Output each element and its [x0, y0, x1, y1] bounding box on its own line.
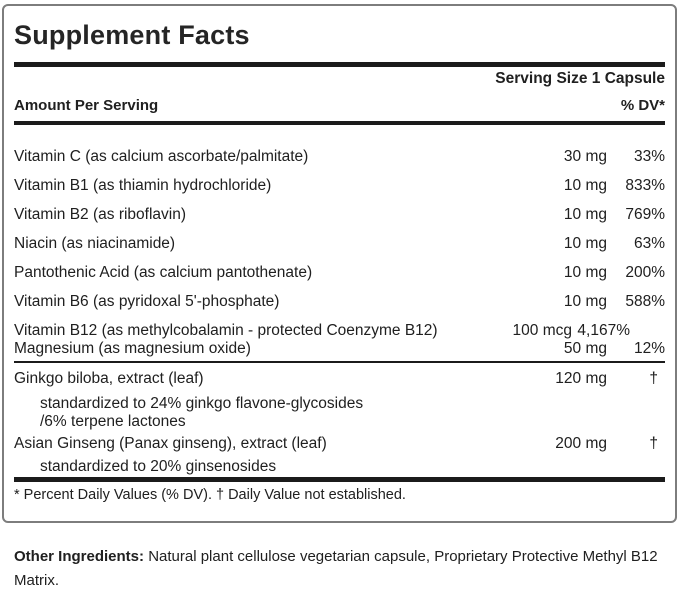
table-row: Ginkgo biloba, extract (leaf) 120 mg †	[14, 370, 665, 388]
botanical-name: Ginkgo biloba, extract (leaf)	[14, 370, 204, 387]
nutrient-name: Vitamin B2 (as riboflavin)	[14, 206, 187, 223]
supplement-label-image: { "label": { "title": "Supplement Facts"…	[2, 4, 677, 589]
table-row: Vitamin B1 (as thiamin hydrochloride) 10…	[14, 177, 665, 195]
botanical-amount: 200 mg	[555, 435, 607, 452]
botanical-amount: 120 mg	[555, 370, 607, 387]
nutrient-name: Niacin (as niacinamide)	[14, 235, 176, 252]
dagger-symbol: †	[649, 435, 658, 452]
nutrient-dv: 200%	[625, 264, 665, 281]
nutrient-dv: 588%	[625, 293, 665, 310]
nutrient-name: Magnesium (as magnesium oxide)	[14, 340, 251, 357]
divider-thick-bottom	[14, 477, 665, 482]
nutrient-amount: 10 mg	[563, 264, 607, 281]
nutrient-dv: 769%	[625, 206, 665, 223]
nutrient-dv: 33%	[633, 148, 665, 165]
daily-value-footnote: * Percent Daily Values (% DV). † Daily V…	[14, 487, 406, 503]
table-row: Vitamin B2 (as riboflavin) 10 mg 769%	[14, 206, 665, 224]
nutrient-name: Vitamin C (as calcium ascorbate/palmitat…	[14, 148, 309, 165]
other-ingredients: Other Ingredients: Natural plant cellulo…	[14, 545, 666, 593]
nutrient-amount: 30 mg	[563, 148, 607, 165]
standardization-note: standardized to 24% ginkgo flavone-glyco…	[40, 395, 364, 412]
nutrient-name: Pantothenic Acid (as calcium pantothenat…	[14, 264, 313, 281]
table-row: Vitamin B6 (as pyridoxal 5'-phosphate) 1…	[14, 293, 665, 311]
divider-thick-top	[14, 62, 665, 67]
nutrient-name: Vitamin B6 (as pyridoxal 5'-phosphate)	[14, 293, 280, 310]
table-row: Vitamin B12 (as methylcobalamin - protec…	[14, 322, 665, 340]
dagger-symbol: †	[649, 370, 658, 387]
nutrient-amount: 50 mg	[563, 340, 607, 357]
nutrient-name: Vitamin B12 (as methylcobalamin - protec…	[14, 322, 438, 339]
standardization-note: /6% terpene lactones	[40, 413, 186, 430]
other-ingredients-label: Other Ingredients:	[14, 548, 145, 565]
botanical-rows: Ginkgo biloba, extract (leaf) 120 mg † s…	[14, 370, 665, 475]
nutrient-name: Vitamin B1 (as thiamin hydrochloride)	[14, 177, 272, 194]
table-row: Pantothenic Acid (as calcium pantothenat…	[14, 264, 665, 282]
table-row: Asian Ginseng (Panax ginseng), extract (…	[14, 435, 665, 453]
nutrient-dv: 4,167%	[577, 322, 630, 339]
nutrient-amount: 10 mg	[563, 235, 607, 252]
divider-under-header	[14, 121, 665, 125]
table-row: Magnesium (as magnesium oxide) 50 mg 12%	[14, 340, 665, 358]
botanical-name: Asian Ginseng (Panax ginseng), extract (…	[14, 435, 327, 452]
nutrient-amount: 100 mcg	[512, 322, 572, 339]
nutrient-dv: 12%	[633, 340, 665, 357]
panel-title: Supplement Facts	[14, 20, 250, 50]
nutrient-rows: Vitamin C (as calcium ascorbate/palmitat…	[14, 148, 665, 358]
table-row: Niacin (as niacinamide) 10 mg 63%	[14, 235, 665, 253]
nutrient-dv: 833%	[625, 177, 665, 194]
column-header-row: Amount Per Serving % DV*	[14, 97, 665, 115]
table-row: Vitamin C (as calcium ascorbate/palmitat…	[14, 148, 665, 166]
nutrient-amount: 10 mg	[563, 177, 607, 194]
nutrient-amount: 10 mg	[563, 293, 607, 310]
percent-dv-header: % DV*	[620, 97, 665, 114]
serving-size: Serving Size 1 Capsule	[495, 70, 665, 87]
divider-botanicals	[14, 361, 665, 363]
nutrient-dv: 63%	[633, 235, 665, 252]
standardization-note: standardized to 20% ginsenosides	[40, 458, 277, 475]
amount-per-serving-header: Amount Per Serving	[14, 97, 159, 114]
nutrient-amount: 10 mg	[563, 206, 607, 223]
supplement-facts-panel: Supplement Facts Serving Size 1 Capsule …	[2, 4, 677, 523]
